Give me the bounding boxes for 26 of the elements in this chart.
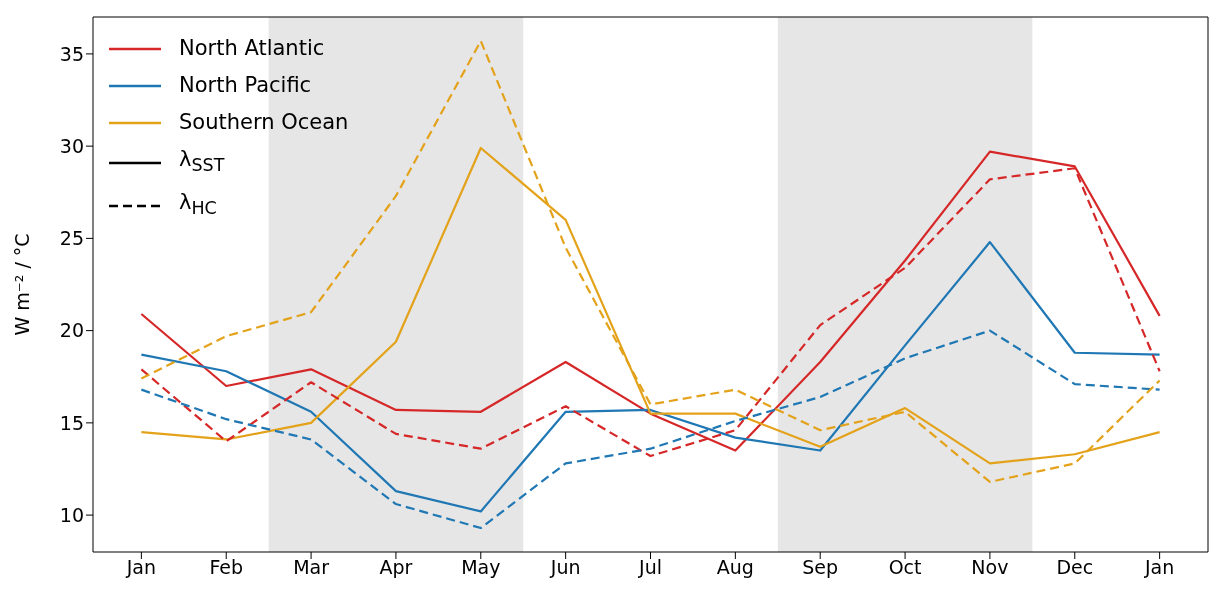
y-tick-label: 10 <box>59 503 84 526</box>
x-tick-label: Aug <box>716 556 754 579</box>
x-tick-label: Oct <box>888 556 922 579</box>
legend-label: North Atlantic <box>179 35 325 62</box>
y-tick-label: 35 <box>59 42 84 65</box>
annotation: λ$_{HC}$ <box>179 189 217 221</box>
line-series <box>140 39 1161 483</box>
annotation: λ$_{SST}$ <box>179 146 225 178</box>
x-tick-label: Jan <box>1143 556 1175 579</box>
x-tick-label: May <box>461 556 501 579</box>
x-tick-label: Feb <box>209 556 244 579</box>
y-tick-label: 20 <box>59 319 84 342</box>
x-tick-label: Jul <box>638 556 662 579</box>
x-tick-label: Mar <box>293 556 330 579</box>
x-tick-label: Jun <box>549 556 581 579</box>
legend-label: North Pacific <box>179 72 312 99</box>
x-tick-label: Apr <box>379 556 413 579</box>
y-tick-label: 15 <box>59 411 84 434</box>
legend-label: Southern Ocean <box>179 109 349 136</box>
y-tick-label: 25 <box>59 227 84 250</box>
x-tick-label: Sep <box>802 556 839 579</box>
x-tick-label: Jan <box>125 556 157 579</box>
x-tick-label: Dec <box>1056 556 1094 579</box>
y-axis-title: W m⁻² / °C <box>10 233 33 336</box>
y-tick-label: 30 <box>59 134 84 157</box>
x-tick-label: Nov <box>971 556 1009 579</box>
